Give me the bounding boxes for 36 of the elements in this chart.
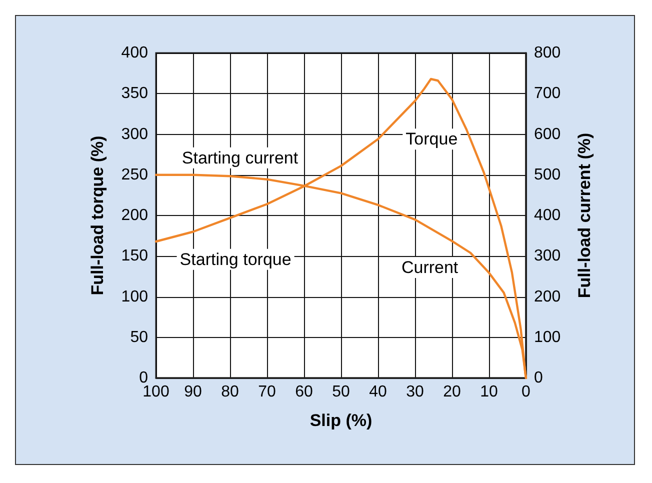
annotation: Starting current (182, 148, 298, 168)
x-tick-label: 80 (221, 384, 239, 400)
y-tick-label: 50 (130, 328, 148, 346)
y2-axis-title: Full-load current (%) (575, 132, 594, 298)
x-tick-label: 10 (480, 384, 498, 400)
y-tick-label: 300 (121, 126, 148, 143)
y2-tick-label: 500 (534, 166, 561, 184)
annotation: Torque (406, 130, 458, 149)
x-tick-label: 40 (369, 384, 387, 400)
y2-tick-label: 600 (534, 126, 561, 143)
y2-tick-label: 800 (534, 44, 561, 62)
x-axis-title: Slip (%) (310, 411, 372, 430)
x-tick-label: 30 (406, 384, 424, 400)
y-tick-label: 250 (121, 166, 148, 184)
y2-tick-label: 100 (534, 328, 561, 346)
annotation: Current (401, 258, 458, 277)
x-tick-label: 50 (332, 384, 350, 400)
y-axis-title: Full-load torque (%) (88, 136, 107, 296)
x-tick-label: 90 (184, 384, 202, 400)
y-tick-label: 350 (121, 85, 148, 102)
x-tick-label: 60 (295, 384, 313, 400)
y-tick-label: 400 (121, 44, 148, 62)
y2-tick-label: 0 (534, 370, 543, 386)
y-tick-label: 200 (121, 207, 148, 224)
x-tick-label: 100 (142, 384, 170, 400)
y2-tick-label: 400 (534, 207, 561, 224)
annotation: Starting torque (180, 250, 292, 269)
y-tick-label: 0 (139, 370, 148, 386)
y-tick-label: 150 (121, 248, 148, 265)
x-tick-label: 0 (522, 384, 531, 400)
y-tick-label: 100 (121, 288, 148, 306)
y2-tick-label: 700 (534, 85, 561, 102)
y2-tick-label: 200 (534, 288, 561, 306)
x-tick-label: 20 (443, 384, 461, 400)
x-tick-label: 70 (258, 384, 276, 400)
y2-tick-label: 300 (534, 248, 561, 265)
